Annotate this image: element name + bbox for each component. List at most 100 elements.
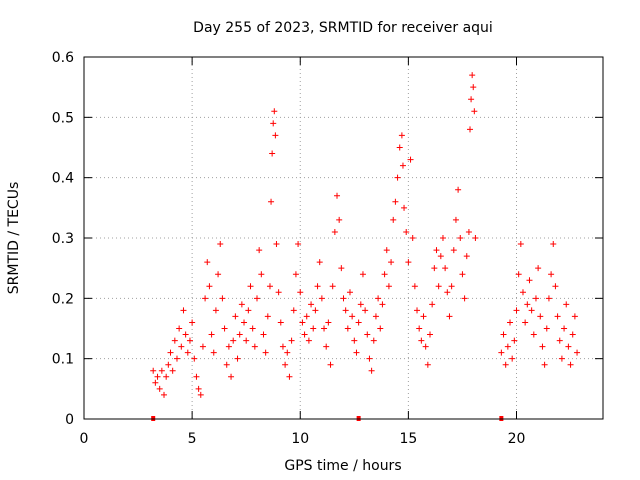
data-point (381, 271, 388, 278)
x-tick-label: 15 (399, 431, 417, 447)
data-point (390, 216, 397, 223)
data-point (377, 325, 384, 332)
data-point (195, 385, 202, 392)
data-point (270, 120, 277, 127)
data-point (236, 331, 243, 338)
data-point (217, 241, 224, 248)
data-point (245, 307, 252, 314)
data-point (522, 319, 529, 326)
data-point (241, 319, 248, 326)
data-point (221, 325, 228, 332)
data-point (305, 337, 312, 344)
data-point (232, 313, 239, 320)
data-point (318, 295, 325, 302)
data-point (219, 295, 226, 302)
data-point (225, 343, 232, 350)
data-point (513, 307, 520, 314)
y-tick-label: 0.5 (52, 110, 74, 126)
data-point (288, 337, 295, 344)
data-point (411, 283, 418, 290)
data-point (509, 355, 516, 362)
data-point (507, 319, 514, 326)
x-axis-title: GPS time / hours (284, 458, 401, 474)
data-point (297, 289, 304, 296)
data-point (357, 301, 364, 308)
data-point (310, 325, 317, 332)
data-point (446, 313, 453, 320)
chart-title: Day 255 of 2023, SRMTID for receiver aqu… (193, 20, 493, 36)
data-point (169, 367, 176, 374)
data-point (399, 162, 406, 169)
data-point (191, 355, 198, 362)
data-point (372, 313, 379, 320)
data-point (351, 337, 358, 344)
data-point (383, 247, 390, 254)
data-point (385, 283, 392, 290)
data-point (444, 289, 451, 296)
data-point (344, 325, 351, 332)
data-point (574, 349, 581, 356)
x-tick-label: 20 (508, 431, 526, 447)
data-point (353, 349, 360, 356)
data-point (392, 198, 399, 205)
data-point (471, 108, 478, 115)
data-point (420, 313, 427, 320)
data-point (340, 295, 347, 302)
data-point (545, 295, 552, 302)
data-point (504, 343, 511, 350)
data-point (156, 385, 163, 392)
data-point (316, 259, 323, 266)
y-tick-label: 0.6 (52, 50, 74, 66)
data-point (427, 331, 433, 338)
data-point (161, 391, 168, 398)
data-point (469, 72, 476, 79)
axis-ticks: 0 0.1 0.2 0.3 0.4 0.5 0.6 0 5 10 15 20 (52, 50, 603, 447)
y-tick-label: 0.2 (52, 291, 74, 307)
data-point (409, 235, 416, 241)
data-point (163, 373, 170, 380)
y-tick-label: 0.1 (52, 352, 74, 368)
data-point (437, 253, 444, 260)
data-point (334, 192, 341, 199)
data-point (528, 307, 535, 314)
y-tick-label: 0.4 (52, 171, 74, 187)
data-point (264, 313, 271, 320)
data-point (396, 144, 403, 151)
data-point (424, 361, 431, 368)
data-point (465, 228, 472, 235)
data-point (539, 343, 546, 350)
data-point (431, 265, 438, 272)
data-point (450, 247, 457, 254)
data-point (277, 319, 284, 326)
data-point (173, 355, 180, 362)
data-point (165, 361, 172, 368)
data-point (234, 355, 241, 362)
data-point (178, 343, 185, 350)
data-point (543, 325, 550, 332)
data-point (182, 331, 189, 338)
data-point (569, 331, 576, 338)
data-point (208, 331, 215, 338)
data-point (470, 84, 477, 91)
y-axis-title: SRMTID / TECUs (6, 182, 22, 295)
data-point (558, 355, 565, 362)
data-point (548, 271, 555, 278)
data-point (158, 367, 165, 374)
data-point (206, 283, 213, 290)
data-point (379, 301, 386, 308)
data-point (193, 373, 200, 380)
data-point (556, 337, 563, 344)
data-point (515, 271, 522, 278)
data-point (452, 216, 459, 223)
data-point (422, 343, 429, 350)
data-point (251, 343, 258, 350)
data-point (414, 307, 421, 314)
data-point (346, 289, 353, 296)
data-point (199, 343, 206, 350)
data-point (355, 319, 362, 326)
data-point (502, 361, 509, 368)
data-point (433, 247, 440, 254)
data-point (258, 271, 265, 278)
data-point (418, 337, 425, 344)
data-point (292, 271, 299, 278)
